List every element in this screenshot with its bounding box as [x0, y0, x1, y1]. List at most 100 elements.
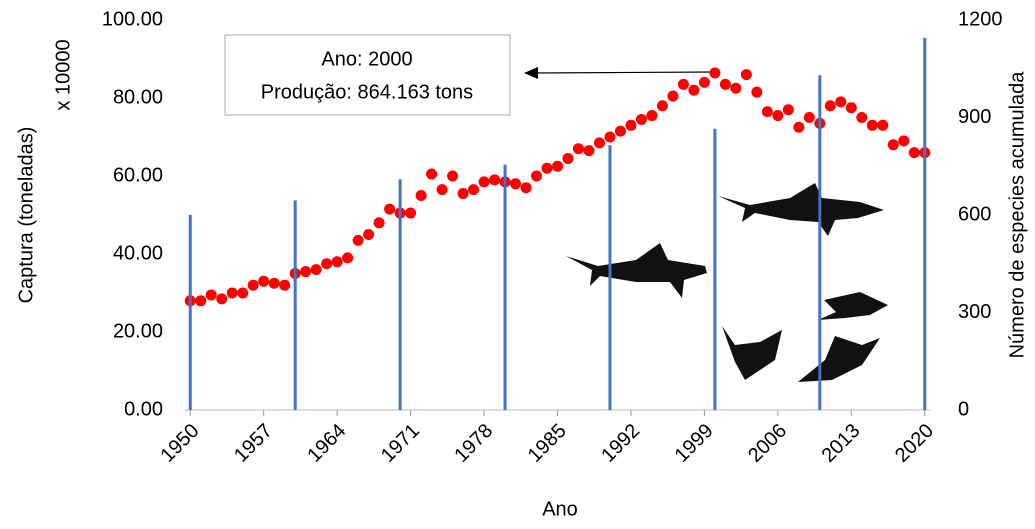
point: [279, 279, 291, 291]
bar: [608, 145, 612, 410]
point: [352, 234, 364, 246]
point: [772, 110, 784, 122]
y2-tick-label: 0: [958, 398, 969, 420]
point: [331, 256, 343, 268]
point: [247, 279, 259, 291]
point: [688, 84, 700, 96]
point: [751, 86, 763, 98]
ray: [818, 292, 888, 320]
point: [667, 90, 679, 102]
annotation-box: [224, 34, 511, 116]
x-tick-label: 1971: [377, 420, 424, 467]
point: [709, 67, 721, 79]
point: [300, 266, 312, 278]
point: [719, 78, 731, 90]
x-tick-label: 1992: [597, 420, 644, 467]
point: [625, 119, 637, 131]
point: [510, 178, 522, 190]
point: [572, 143, 584, 155]
y2-tick-label: 1200: [958, 8, 1003, 30]
x-axis-title: Ano: [542, 498, 578, 520]
shark-icons: [566, 183, 888, 382]
bar: [293, 200, 297, 410]
point: [845, 102, 857, 114]
y-axis-title: Captura (toneladas): [15, 127, 37, 304]
shark: [718, 183, 884, 236]
point: [898, 135, 910, 147]
point: [908, 147, 920, 159]
point: [583, 145, 595, 157]
y-tick-label: 100.00: [102, 8, 163, 30]
point: [730, 82, 742, 94]
arrow-head: [524, 67, 538, 79]
point: [562, 152, 574, 164]
point: [552, 160, 563, 172]
bar: [188, 215, 192, 410]
x-tick-label: 2006: [744, 420, 791, 467]
y-multiplier: x 10000: [52, 39, 74, 110]
y-tick-label: 60.00: [113, 164, 163, 186]
point: [384, 203, 396, 215]
x-tick-label: 1978: [450, 420, 497, 467]
x-tick-label: 1957: [230, 420, 277, 467]
x-tick-label: 1950: [156, 420, 203, 467]
point: [531, 170, 543, 182]
x-tick-label: 1964: [303, 420, 350, 467]
point: [698, 76, 710, 88]
point: [226, 287, 238, 299]
bar: [503, 164, 507, 410]
y2-tick-label: 900: [958, 106, 991, 128]
point: [835, 96, 847, 108]
point: [646, 110, 658, 122]
point: [740, 69, 752, 81]
x-tick-label: 1985: [524, 420, 571, 467]
point: [614, 125, 626, 137]
point: [520, 182, 532, 194]
point: [593, 137, 605, 149]
point: [856, 112, 868, 123]
point: [761, 106, 773, 118]
point: [415, 190, 427, 201]
point: [541, 162, 553, 174]
point: [237, 287, 249, 299]
point: [310, 264, 322, 276]
point: [866, 119, 878, 131]
point: [824, 100, 836, 112]
point: [782, 104, 794, 116]
y-tick-label: 0.00: [124, 398, 163, 420]
point: [803, 112, 815, 123]
bar: [713, 128, 717, 410]
point: [677, 78, 689, 90]
point: [604, 131, 616, 143]
y-tick-label: 20.00: [113, 320, 163, 342]
point: [635, 113, 647, 125]
annotation-arrow: [533, 71, 713, 74]
point: [478, 176, 490, 188]
point: [426, 168, 438, 180]
point: [489, 174, 501, 186]
shark: [566, 243, 707, 298]
point: [195, 295, 207, 307]
annotation-text: Produção: 864.163 tons: [261, 81, 473, 103]
point: [268, 277, 280, 289]
point: [447, 170, 459, 182]
point: [216, 293, 228, 305]
x-tick-label: 2013: [818, 420, 865, 467]
ray: [798, 336, 880, 382]
point: [793, 121, 805, 133]
point: [468, 184, 480, 196]
point: [205, 289, 217, 301]
y2-tick-label: 600: [958, 203, 991, 225]
bar: [923, 37, 927, 410]
point: [457, 188, 469, 200]
point: [321, 258, 333, 270]
point: [877, 119, 889, 131]
y2-tick-label: 300: [958, 301, 991, 323]
point: [656, 100, 668, 112]
point: [373, 217, 385, 229]
bar: [398, 179, 402, 410]
point: [436, 184, 448, 196]
annotation-text: Ano: 2000: [321, 48, 412, 70]
y-tick-label: 80.00: [113, 86, 163, 108]
